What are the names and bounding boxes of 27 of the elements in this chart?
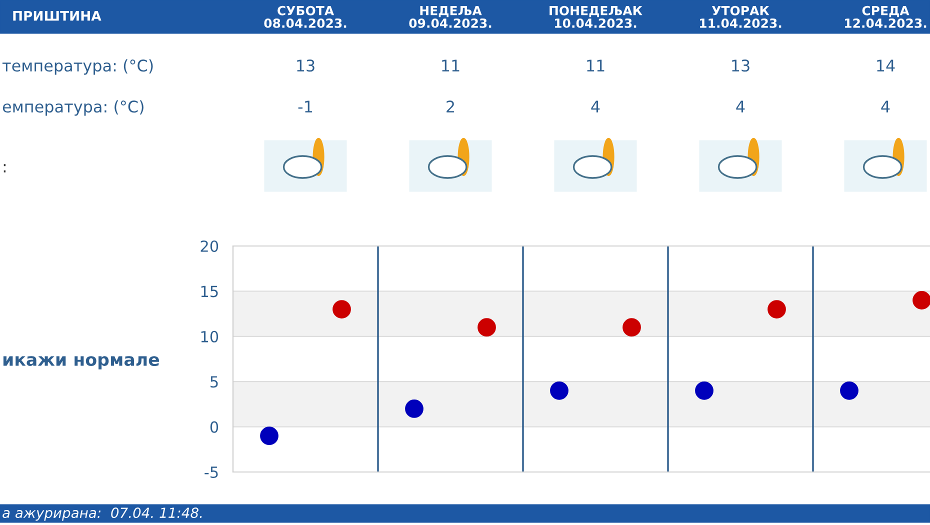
y-tick-label: 10 [201,330,218,342]
text: НЕДЕЉА 09.04.2023. [409,6,492,28]
text: а ажурирана: 07.04. 11:48. [2,508,202,521]
y-tick-label: 20 [200,240,218,252]
y-tick-label: 5 [210,376,218,388]
text: температура: (°C) [2,59,153,75]
text: емпература: (°C) [2,100,144,116]
data-label: 13 [297,60,314,72]
text: ПРИШТИНА [13,11,102,21]
data-label: 11 [587,60,604,72]
data-label: 13 [732,60,750,72]
data-label: 2 [446,100,454,112]
text: : [4,164,6,172]
text: СРЕДА 12.04.2023. [845,6,926,28]
data-label: 11 [442,60,460,72]
y-tick-label: 15 [201,286,218,298]
text: икажи нормале [3,356,160,370]
data-label: 4 [736,100,745,112]
y-tick-label: 0 [210,421,218,433]
text: ПОНЕДЕЉАК 10.04.2023. [550,6,642,28]
data-label: 4 [881,100,890,112]
data-label: 14 [877,60,895,72]
text: СУБОТА 08.04.2023. [264,6,346,28]
data-label: 4 [591,100,600,112]
text: УТОРАК 11.04.2023. [700,6,782,28]
data-label: -1 [298,100,312,112]
y-tick-label: -5 [204,466,218,478]
